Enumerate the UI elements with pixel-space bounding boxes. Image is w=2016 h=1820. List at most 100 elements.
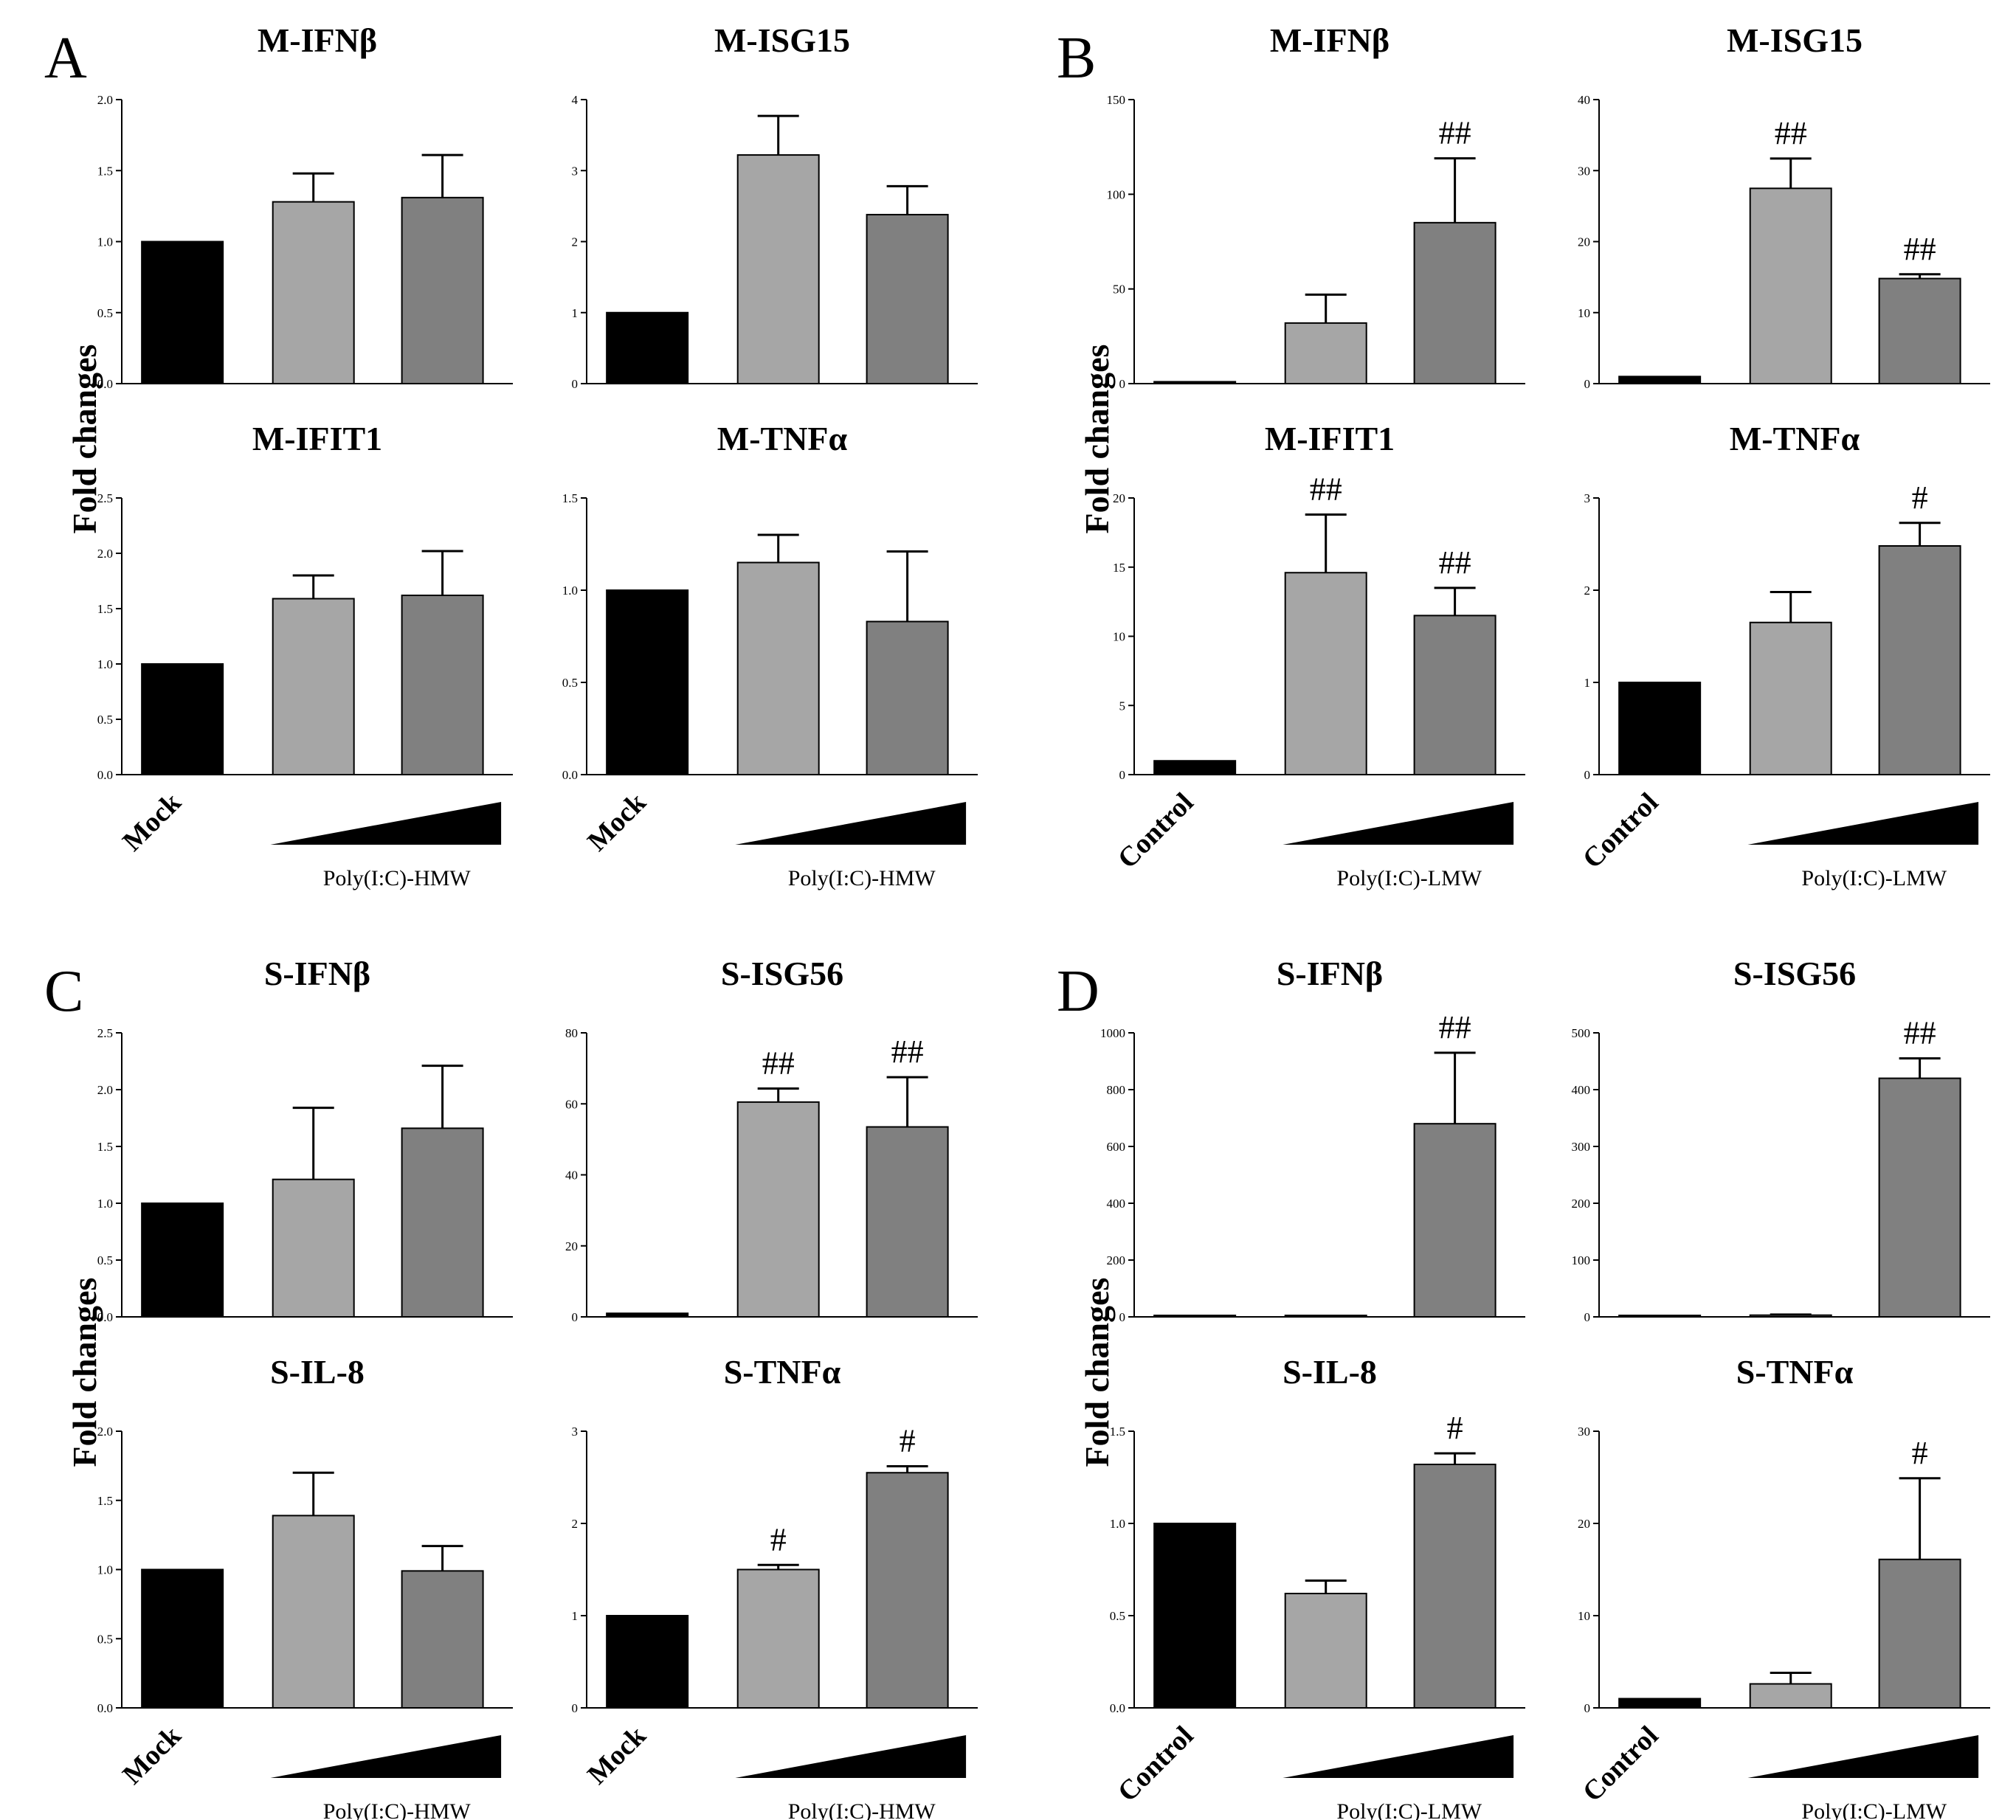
chart-c4: S-TNFα 0 1 2 3 # #	[572, 1353, 978, 1715]
chart-a1: M-IFNβ 0.0 0.5 1.0 1.5 2.0	[97, 21, 513, 391]
significance-marker: ##	[1775, 115, 1807, 151]
y-tick-label: 20	[1578, 235, 1590, 249]
treatment-label: Poly(I:C)-HMW	[788, 866, 936, 890]
bar	[1153, 760, 1237, 775]
significance-marker: #	[770, 1521, 787, 1557]
y-tick-label: 800	[1107, 1083, 1126, 1097]
y-tick-label: 1.0	[97, 657, 113, 671]
y-tick-label: 30	[1578, 164, 1590, 178]
dose-gradient-triangle	[1283, 1735, 1514, 1778]
y-tick-label: 2.0	[97, 547, 113, 561]
y-tick-label: 1.5	[97, 164, 113, 178]
bar	[401, 1127, 484, 1318]
y-tick-label: 10	[1578, 1609, 1590, 1623]
chart-b2: M-ISG15 0 10 20 30 40 ## ##	[1578, 21, 1990, 391]
y-tick-label: 0	[1119, 768, 1126, 782]
dose-gradient-triangle	[1283, 802, 1514, 845]
control-label: Mock	[581, 1720, 652, 1790]
y-tick-label: 0	[1584, 768, 1591, 782]
y-tick-label: 100	[1572, 1253, 1591, 1267]
bar	[1284, 322, 1367, 384]
chart-title: M-TNFα	[1730, 420, 1860, 457]
significance-marker: ##	[1439, 1009, 1471, 1045]
significance-marker: #	[1912, 480, 1928, 516]
bar	[1878, 1558, 1961, 1709]
y-tick-label: 30	[1578, 1425, 1590, 1439]
significance-marker: ##	[1439, 544, 1471, 581]
bar	[272, 1178, 355, 1318]
y-tick-label: 150	[1107, 93, 1126, 107]
y-tick-label: 600	[1107, 1140, 1126, 1154]
y-tick-label: 60	[565, 1097, 578, 1111]
chart-title: M-IFIT1	[1265, 420, 1395, 457]
panel-letter: D	[1057, 959, 1100, 1024]
bar	[1153, 1523, 1237, 1709]
treatment-label: Poly(I:C)-LMW	[1801, 1799, 1947, 1820]
significance-marker: #	[1447, 1410, 1463, 1446]
bar	[736, 1568, 820, 1709]
y-tick-label: 2	[572, 235, 579, 249]
chart-d3: S-IL-8 0.0 0.5 1.0 1.5 #	[1110, 1353, 1525, 1715]
y-tick-label: 0	[1119, 1310, 1126, 1324]
bar	[141, 1568, 224, 1709]
panel-letter: C	[44, 959, 83, 1024]
y-tick-label: 1	[1584, 676, 1591, 690]
bar	[736, 1101, 820, 1318]
bar	[141, 241, 224, 384]
chart-title: M-IFNβ	[258, 21, 377, 59]
y-tick-label: 400	[1107, 1197, 1126, 1211]
y-tick-label: 0.0	[97, 1310, 113, 1324]
y-tick-label: 50	[1113, 283, 1125, 297]
y-tick-label: 3	[1584, 491, 1591, 505]
bar	[606, 1615, 689, 1709]
y-tick-label: 20	[565, 1239, 578, 1253]
control-label: Control	[1577, 787, 1665, 875]
chart-title: S-TNFα	[724, 1353, 841, 1391]
y-tick-label: 1.5	[97, 602, 113, 616]
y-tick-label: 0	[572, 1310, 579, 1324]
y-tick-label: 2	[1584, 584, 1591, 598]
y-tick-label: 2.5	[97, 491, 113, 505]
y-tick-label: 0.5	[97, 1253, 113, 1267]
chart-c1: S-IFNβ 0.0 0.5 1.0 1.5 2.0 2.5	[97, 955, 513, 1324]
y-tick-label: 1.5	[97, 1494, 113, 1508]
y-tick-label: 0.5	[97, 713, 113, 727]
chart-title: M-ISG15	[714, 21, 850, 59]
treatment-label: Poly(I:C)-LMW	[1336, 866, 1482, 890]
y-tick-label: 1.0	[562, 584, 578, 598]
bar	[401, 1570, 484, 1709]
control-label: Mock	[581, 786, 652, 857]
bar	[1749, 187, 1832, 384]
y-tick-label: 15	[1113, 561, 1125, 575]
chart-title: S-IFNβ	[264, 955, 370, 992]
bar	[272, 598, 355, 775]
bar	[606, 589, 689, 775]
y-tick-label: 1	[572, 1609, 579, 1623]
y-axis-label: Fold changes	[1078, 345, 1116, 534]
y-tick-label: 0.0	[97, 1701, 113, 1715]
chart-b3: M-IFIT1 0 5 10 15 20 ## ##	[1113, 420, 1525, 782]
bar	[1413, 1123, 1497, 1318]
y-tick-label: 2.0	[97, 93, 113, 107]
bar	[606, 1312, 689, 1318]
bar	[866, 213, 949, 384]
bar	[272, 201, 355, 384]
y-tick-label: 1.5	[97, 1140, 113, 1154]
chart-title: S-ISG56	[1733, 955, 1856, 992]
y-tick-label: 3	[572, 164, 579, 178]
bar	[1153, 1315, 1237, 1318]
dose-gradient-triangle	[735, 1735, 967, 1778]
bar	[1618, 376, 1702, 384]
y-tick-label: 1.5	[1110, 1425, 1125, 1439]
chart-title: S-IL-8	[270, 1353, 365, 1391]
bar	[141, 1203, 224, 1318]
significance-marker: ##	[1439, 115, 1471, 151]
significance-marker: #	[900, 1423, 916, 1459]
control-label: Control	[1112, 1720, 1200, 1808]
y-tick-label: 20	[1113, 491, 1125, 505]
y-tick-label: 40	[1578, 93, 1590, 107]
bar	[1618, 1315, 1702, 1318]
y-tick-label: 0.0	[562, 768, 578, 782]
chart-a3: M-IFIT1 0.0 0.5 1.0 1.5 2.0 2.5	[97, 420, 513, 782]
chart-b1: M-IFNβ 0 50 100 150 ##	[1107, 21, 1525, 391]
